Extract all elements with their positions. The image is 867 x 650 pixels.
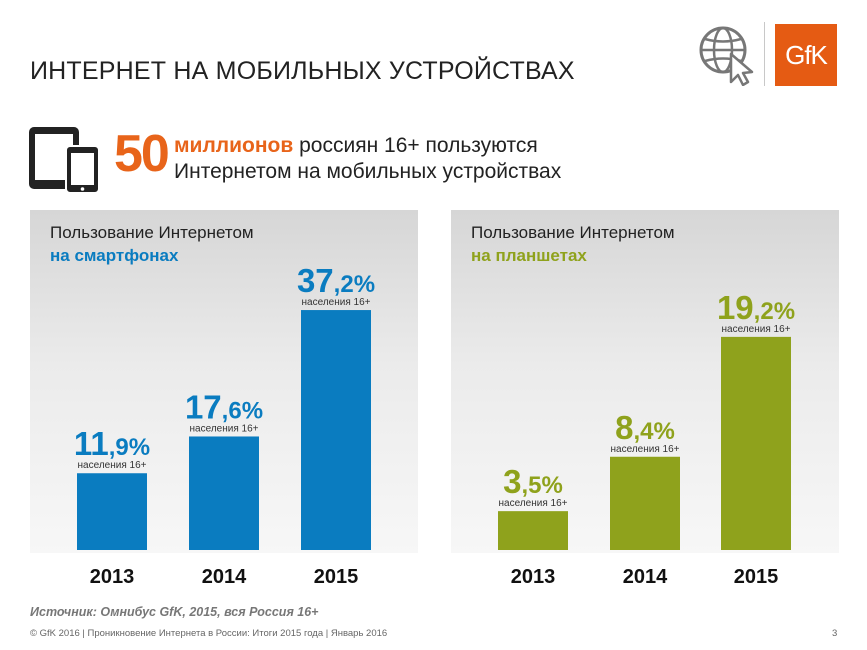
bar-value-label-2015: 37,2% — [297, 262, 375, 299]
bar-sublabel-2015: населения 16+ — [302, 297, 371, 308]
tablet-chart-title: Пользование Интернетом — [471, 223, 675, 242]
slide-title: ИНТЕРНЕТ НА МОБИЛЬНЫХ УСТРОЙСТВАХ — [30, 57, 575, 85]
bar-2015 — [721, 336, 791, 550]
bar-sublabel-2014: населения 16+ — [190, 423, 259, 434]
bar-value-label-2014: 17,6% — [185, 388, 263, 425]
year-label-2014: 2014 — [202, 566, 247, 588]
bar-value-label-2013: 11,9% — [74, 425, 150, 462]
year-label-2013: 2013 — [90, 566, 135, 588]
year-label-2013: 2013 — [511, 566, 556, 588]
bar-2013 — [498, 511, 568, 550]
bar-sublabel-2015: населения 16+ — [722, 324, 791, 335]
headline-line1-rest: россиян 16+ пользуются — [293, 134, 538, 157]
globe-cursor-icon — [699, 26, 754, 86]
smartphone-chart-subtitle: на смартфонах — [50, 246, 179, 265]
year-label-2015: 2015 — [314, 566, 359, 588]
bar-value-label-2013: 3,5% — [503, 463, 563, 500]
bar-value-label-2015: 19,2% — [717, 289, 795, 326]
source-note: Источник: Омнибус GfK, 2015, вся Россия … — [30, 605, 319, 619]
smartphone-chart-panel: Пользование Интернетом на смартфонах нас… — [30, 210, 418, 588]
footer-text: © GfK 2016 | Проникновение Интернета в Р… — [30, 628, 388, 639]
year-label-2014: 2014 — [623, 566, 668, 588]
headline-line1: миллионов россиян 16+ пользуются — [174, 134, 538, 158]
year-label-2015: 2015 — [734, 566, 779, 588]
tablet-chart-subtitle: на планшетах — [471, 246, 587, 265]
tablet-chart-panel: Пользование Интернетом на планшетах насе… — [451, 210, 839, 588]
bar-value-label-2014: 8,4% — [615, 409, 675, 446]
bar-sublabel-2013: населения 16+ — [499, 498, 568, 509]
page-number: 3 — [832, 628, 838, 639]
bar-2015 — [301, 310, 371, 550]
smartphone-chart-title: Пользование Интернетом — [50, 223, 254, 242]
logo-divider — [764, 22, 765, 86]
headline-number: 50 — [114, 125, 170, 183]
headline-accent: миллионов — [174, 134, 294, 157]
tablet-smartphone-icon — [29, 127, 100, 194]
bar-2014 — [610, 456, 680, 550]
bar-sublabel-2013: населения 16+ — [78, 460, 147, 471]
bar-2014 — [189, 436, 259, 550]
bar-2013 — [77, 473, 147, 550]
logo-area: GfK — [697, 22, 845, 86]
gfk-logo: GfK — [775, 24, 837, 86]
headline-line2: Интернетом на мобильных устройствах — [174, 160, 562, 183]
bar-sublabel-2014: населения 16+ — [611, 444, 680, 455]
